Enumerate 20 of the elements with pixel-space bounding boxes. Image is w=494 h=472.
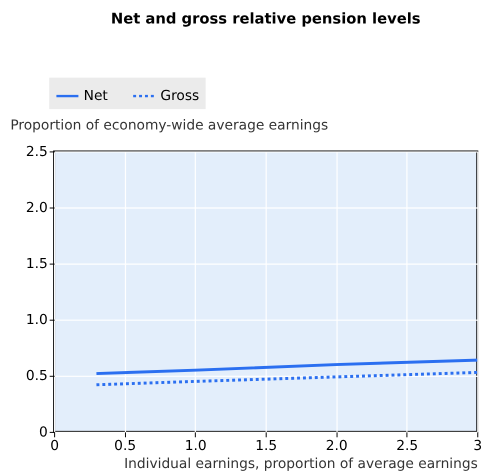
x-tick-label: 1.0: [184, 438, 207, 454]
chart-title: Net and gross relative pension levels: [110, 10, 421, 28]
x-tick-label: 2.5: [396, 438, 418, 454]
x-tick-label: 0.5: [114, 438, 136, 454]
y-tick-label: 2.0: [26, 200, 48, 216]
x-tick-label: 3: [473, 438, 482, 454]
x-axis-title: Individual earnings, proportion of average earnings: [124, 456, 478, 472]
x-tick-label: 0: [50, 438, 59, 454]
y-tick-label: 0: [38, 424, 48, 440]
x-tick-label: 1.5: [255, 438, 278, 454]
y-axis-title: Proportion of economy-wide average earnings: [10, 117, 328, 134]
y-tick-label: 2.5: [26, 144, 48, 160]
y-tick-label: 1.0: [26, 312, 48, 328]
legend-label: Net: [84, 88, 108, 104]
y-tick-label: 1.5: [26, 256, 48, 272]
line-series: [94, 358, 479, 376]
line-series: [94, 370, 479, 386]
legend-label: Gross: [160, 88, 200, 104]
y-tick-label: 0.5: [26, 368, 48, 384]
x-tick-label: 2.0: [326, 438, 348, 454]
